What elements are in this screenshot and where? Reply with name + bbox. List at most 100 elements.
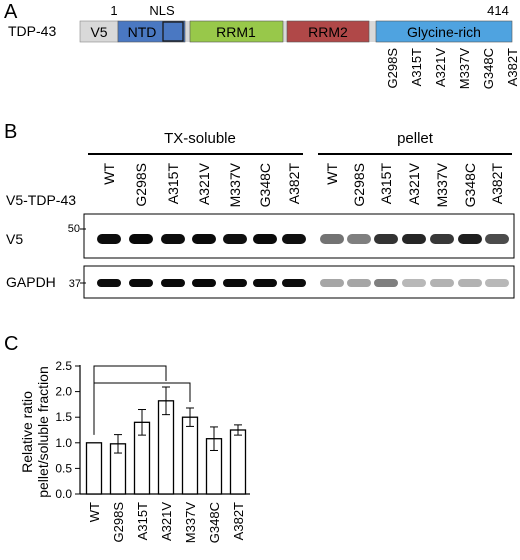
end-residue-number: 414 (487, 3, 509, 18)
band-pellet (485, 234, 509, 244)
x-tick-label: G348C (207, 502, 222, 543)
band-pellet (458, 234, 482, 244)
domain-v5-label: V5 (90, 24, 107, 40)
band-soluble (161, 234, 185, 244)
bar (229, 429, 247, 495)
lane-label-soluble: A315T (165, 163, 181, 205)
y-tick-label: 0.5 (55, 461, 72, 475)
domain-rrm1 (189, 20, 284, 43)
x-tick-labels: WT G298S A315T A321V M337V G348C A382T (87, 502, 246, 544)
x-tick-label: WT (87, 502, 102, 522)
band-soluble (282, 234, 306, 244)
panel-c-letter: C (4, 333, 18, 355)
construct-label: V5-TDP-43 (6, 192, 76, 208)
mutation-labels: G298S A315T A321V M337V G348C A382T (385, 48, 520, 90)
band-pellet (402, 234, 426, 244)
x-tick-label: M337V (183, 502, 198, 544)
protein-label: TDP-43 (8, 23, 56, 39)
domain-ntd (117, 20, 186, 43)
x-tick-label: A315T (135, 502, 150, 540)
lane-label-soluble: G348C (257, 163, 273, 207)
panel-a-letter: A (4, 1, 18, 23)
mutation-label: G298S (385, 48, 400, 89)
band-pellet (347, 279, 371, 287)
bar (181, 416, 199, 495)
band-pellet (430, 279, 454, 287)
y-tick-label: 0.0 (55, 487, 72, 501)
lane-label-soluble: M337V (227, 162, 243, 207)
y-axis-label-line-2: pellet/soluble fraction (35, 366, 51, 498)
lane-label-soluble: G298S (133, 163, 149, 207)
band-soluble (223, 279, 247, 287)
band-soluble (253, 234, 277, 244)
lane-labels: WT G298S A315T A321V M337V G348C A382T WT G298S A… (101, 162, 505, 207)
nls-label: NLS (149, 3, 175, 18)
significance-brackets (93, 365, 191, 435)
y-tick-label: 2.5 (55, 359, 72, 373)
panel-a: A TDP-43 1 NLS 414 V5 NTD RRM1 RRM2 Glyc… (4, 1, 520, 89)
x-tick-label: G298S (111, 502, 126, 543)
y-tick-label: 2.0 (55, 385, 72, 399)
x-tick-label: A321V (159, 502, 174, 541)
start-residue-number: 1 (110, 3, 117, 18)
mutation-label: A382T (505, 48, 520, 86)
domain-glycine-rich-label: Glycine-rich (407, 24, 481, 40)
marker-50-label: 50 (68, 223, 80, 235)
x-tick-label: A382T (231, 502, 246, 540)
nls-box (162, 21, 184, 42)
significance-bracket (93, 382, 191, 435)
band-soluble (192, 234, 216, 244)
band-soluble (192, 279, 216, 287)
lane-label-pellet: G348C (462, 163, 478, 207)
domain-ntd-label: NTD (128, 24, 157, 40)
y-tick-label: 1.5 (55, 410, 72, 424)
domain-glycine-rich (375, 20, 513, 43)
y-axis-label-line-1: Relative ratio (19, 391, 35, 473)
lane-label-pellet: WT (324, 163, 340, 185)
band-soluble (129, 234, 153, 244)
band-soluble (253, 279, 277, 287)
domain-rrm2 (286, 20, 370, 43)
significance-bracket (93, 365, 167, 435)
error-bars (114, 386, 242, 454)
band-pellet (458, 279, 482, 287)
lane-label-pellet: A321V (406, 162, 422, 205)
band-pellet (320, 279, 344, 287)
bars (85, 400, 247, 495)
marker-37-label: 37 (69, 278, 81, 290)
band-pellet (430, 234, 454, 244)
band-pellet (374, 279, 398, 287)
band-pellet (485, 279, 509, 287)
band-soluble (282, 279, 306, 287)
lane-label-pellet: A382T (489, 163, 505, 205)
band-soluble (223, 234, 247, 244)
panel-b: B TX-soluble pellet V5-TDP-43 WT G298S A31… (4, 121, 515, 299)
panel-b-letter: B (4, 121, 17, 143)
band-soluble (97, 234, 121, 244)
y-tick-label: 1.0 (55, 436, 72, 450)
domain-rrm2-label: RRM2 (308, 24, 348, 40)
blot-v5-label: V5 (6, 231, 23, 247)
bar (85, 442, 103, 495)
panel-c: C Relative ratio pellet/soluble fraction… (4, 333, 250, 543)
band-soluble (97, 279, 121, 287)
bands-gapdh (97, 279, 509, 287)
mutation-label: M337V (457, 48, 472, 90)
mutation-label: G348C (481, 48, 496, 89)
band-pellet (320, 234, 344, 244)
lane-label-soluble: WT (101, 163, 117, 185)
lane-label-pellet: A315T (378, 163, 394, 205)
band-soluble (161, 279, 185, 287)
mutation-label: A321V (433, 48, 448, 87)
band-pellet (374, 234, 398, 244)
band-pellet (402, 279, 426, 287)
band-soluble (129, 279, 153, 287)
mutation-label: A315T (409, 48, 424, 86)
lane-label-pellet: G298S (351, 163, 367, 207)
group-label-pellet: pellet (397, 130, 434, 147)
y-ticks: 0.0 0.5 1.0 1.5 2.0 2.5 (55, 359, 80, 501)
domain-rrm1-label: RRM1 (216, 24, 256, 40)
lane-label-soluble: A321V (196, 162, 212, 205)
group-label-soluble: TX-soluble (164, 130, 236, 147)
